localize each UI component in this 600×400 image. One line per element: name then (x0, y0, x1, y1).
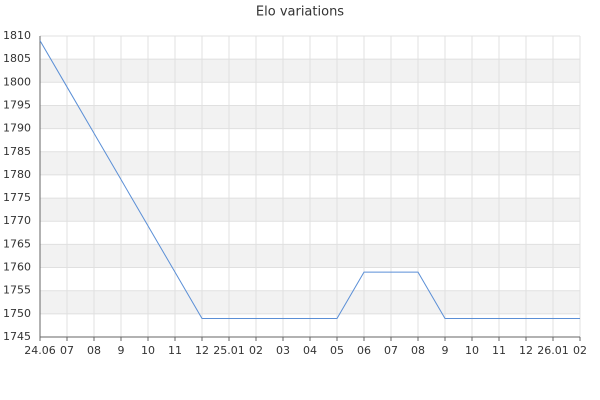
line-series (39, 40, 580, 319)
x-tick-label: 24.06 (24, 344, 56, 357)
x-tick-label: 25.01 (213, 344, 245, 357)
x-tick-label: 02 (573, 344, 587, 357)
y-tick-label: 1800 (3, 75, 31, 88)
x-tick-label: 10 (141, 344, 155, 357)
y-tick-label: 1785 (3, 145, 31, 158)
y-tick-label: 1750 (3, 307, 31, 320)
y-tick-label: 1795 (3, 98, 31, 111)
x-tick-label: 11 (492, 344, 506, 357)
x-tick-label: 07 (60, 344, 74, 357)
y-tick-label: 1810 (3, 29, 31, 42)
x-tick-label: 06 (357, 344, 371, 357)
x-tick-label: 9 (118, 344, 125, 357)
x-tick-label: 12 (195, 344, 209, 357)
y-tick-label: 1760 (3, 261, 31, 274)
chart-title: Elo variations (256, 5, 344, 20)
y-tick-label: 1765 (3, 237, 31, 250)
y-tick-label: 1790 (3, 122, 31, 135)
x-tick-label: 03 (276, 344, 290, 357)
x-tick-label: 11 (168, 344, 182, 357)
y-tick-label: 1805 (3, 52, 31, 65)
x-tick-label: 10 (465, 344, 479, 357)
x-tick-label: 02 (249, 344, 263, 357)
x-tick-label: 12 (519, 344, 533, 357)
x-tick-label: 08 (411, 344, 425, 357)
x-tick-label: 04 (303, 344, 317, 357)
y-tick-label: 1755 (3, 284, 31, 297)
y-tick-label: 1770 (3, 214, 31, 227)
x-tick-label: 26.01 (537, 344, 569, 357)
y-tick-label: 1775 (3, 191, 31, 204)
x-tick-label: 08 (87, 344, 101, 357)
y-tick-label: 1745 (3, 330, 31, 343)
y-tick-label: 1780 (3, 168, 31, 181)
x-tick-label: 05 (330, 344, 344, 357)
x-tick-label: 9 (442, 344, 449, 357)
x-tick-label: 07 (384, 344, 398, 357)
